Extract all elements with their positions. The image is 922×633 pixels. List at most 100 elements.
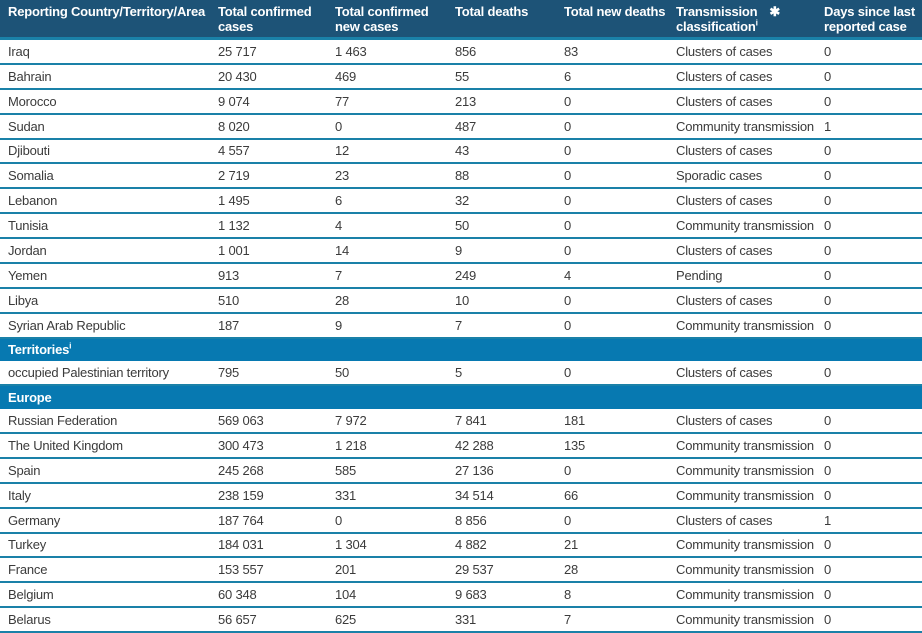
new-deaths-cell: 135 <box>564 437 586 453</box>
new-cases-cell: 50 <box>335 365 350 381</box>
deaths-cell: 9 <box>455 242 463 258</box>
section-label: Territories <box>8 342 70 358</box>
deaths-cell: 7 <box>455 317 463 333</box>
table-row: Russian Federation 569 063 7 972 7 841 1… <box>0 409 922 434</box>
days-since-cell: 0 <box>824 168 832 184</box>
new-deaths-cell: 4 <box>564 267 572 283</box>
country-cell: occupied Palestinian territory <box>8 365 169 381</box>
deaths-cell: 50 <box>455 218 470 234</box>
days-since-cell: 0 <box>824 365 832 381</box>
table-row: Germany 187 764 0 8 856 0 Clusters of ca… <box>0 509 922 534</box>
new-deaths-cell: 8 <box>564 587 572 603</box>
new-deaths-cell: 66 <box>564 487 579 503</box>
country-cell: The United Kingdom <box>8 437 123 453</box>
deaths-cell: 88 <box>455 168 470 184</box>
classification-cell: Community transmission <box>676 317 814 333</box>
new-cases-cell: 6 <box>335 193 343 209</box>
new-cases-cell: 625 <box>335 612 357 628</box>
country-cell: Sudan <box>8 118 45 134</box>
classification-cell: Clusters of cases <box>676 512 773 528</box>
country-cell: Somalia <box>8 168 54 184</box>
new-cases-cell: 0 <box>335 512 343 528</box>
deaths-cell: 4 882 <box>455 537 487 553</box>
total-cases-cell: 795 <box>218 365 240 381</box>
table-row: The United Kingdom 300 473 1 218 42 288 … <box>0 434 922 459</box>
new-deaths-cell: 0 <box>564 512 572 528</box>
new-deaths-cell: 0 <box>564 193 572 209</box>
country-cell: Libya <box>8 292 39 308</box>
table-row: Tunisia 1 132 4 50 0 Community transmiss… <box>0 214 922 239</box>
total-cases-cell: 1 001 <box>218 242 250 258</box>
table-row: Somalia 2 719 23 88 0 Sporadic cases 0 <box>0 164 922 190</box>
total-cases-cell: 8 020 <box>218 118 250 134</box>
table-row: Spain 245 268 585 27 136 0 Community tra… <box>0 459 922 484</box>
col-header-new-deaths: Total new deaths <box>564 4 666 19</box>
new-deaths-cell: 0 <box>564 118 572 134</box>
days-since-cell: 1 <box>824 512 832 528</box>
table-header-row: Reporting Country/Territory/Area Total c… <box>0 0 922 40</box>
days-since-cell: 0 <box>824 317 832 333</box>
table-row: Jordan 1 001 14 9 0 Clusters of cases 0 <box>0 239 922 264</box>
deaths-cell: 8 856 <box>455 512 487 528</box>
new-deaths-cell: 0 <box>564 317 572 333</box>
total-cases-cell: 238 159 <box>218 487 264 503</box>
country-cell: Yemen <box>8 267 47 283</box>
deaths-cell: 213 <box>455 93 477 109</box>
days-since-cell: 0 <box>824 537 832 553</box>
classification-cell: Clusters of cases <box>676 365 773 381</box>
deaths-cell: 5 <box>455 365 463 381</box>
classification-cell: Clusters of cases <box>676 193 773 209</box>
table-row: Belarus 56 657 625 331 7 Community trans… <box>0 608 922 633</box>
country-cell: Djibouti <box>8 143 50 159</box>
col-header-new-cases: Total confirmed new cases <box>335 4 429 34</box>
days-since-cell: 0 <box>824 43 832 59</box>
days-since-cell: 0 <box>824 562 832 578</box>
deaths-cell: 9 683 <box>455 587 487 603</box>
deaths-cell: 331 <box>455 612 477 628</box>
days-since-cell: 0 <box>824 612 832 628</box>
new-cases-cell: 585 <box>335 462 357 478</box>
deaths-cell: 34 514 <box>455 487 494 503</box>
deaths-cell: 27 136 <box>455 462 494 478</box>
classification-cell: Pending <box>676 267 723 283</box>
days-since-cell: 0 <box>824 413 832 429</box>
table-row: Yemen 913 7 249 4 Pending 0 <box>0 264 922 289</box>
country-cell: Tunisia <box>8 218 49 234</box>
country-cell: Italy <box>8 487 31 503</box>
new-cases-cell: 7 <box>335 267 343 283</box>
days-since-cell: 0 <box>824 462 832 478</box>
classification-cell: Clusters of cases <box>676 93 773 109</box>
section-band-row: Territoriesi <box>0 338 922 362</box>
col-header-country: Reporting Country/Territory/Area <box>8 4 206 19</box>
col-header-days-since: Days since last reported case <box>824 4 915 34</box>
col-header-deaths: Total deaths <box>455 4 529 19</box>
table-row: Iraq 25 717 1 463 856 83 Clusters of cas… <box>0 40 922 65</box>
table-row: Djibouti 4 557 12 43 0 Clusters of cases… <box>0 140 922 165</box>
days-since-cell: 0 <box>824 218 832 234</box>
country-cell: Germany <box>8 512 61 528</box>
classification-cell: Clusters of cases <box>676 413 773 429</box>
total-cases-cell: 20 430 <box>218 68 257 84</box>
total-cases-cell: 9 074 <box>218 93 250 109</box>
new-cases-cell: 7 972 <box>335 413 367 429</box>
deaths-cell: 487 <box>455 118 477 134</box>
footnote-marker: i <box>755 17 758 28</box>
table-row: France 153 557 201 29 537 28 Community t… <box>0 558 922 584</box>
total-cases-cell: 187 <box>218 317 240 333</box>
asterisk-icon: ✱ <box>769 4 781 19</box>
days-since-cell: 0 <box>824 68 832 84</box>
deaths-cell: 55 <box>455 68 470 84</box>
classification-cell: Community transmission <box>676 562 814 578</box>
days-since-cell: 0 <box>824 587 832 603</box>
new-cases-cell: 1 304 <box>335 537 367 553</box>
section-band-row: Europe <box>0 386 922 410</box>
country-cell: Bahrain <box>8 68 52 84</box>
new-deaths-cell: 21 <box>564 537 579 553</box>
table-row: Morocco 9 074 77 213 0 Clusters of cases… <box>0 90 922 115</box>
new-deaths-cell: 7 <box>564 612 572 628</box>
deaths-cell: 29 537 <box>455 562 494 578</box>
total-cases-cell: 187 764 <box>218 512 264 528</box>
total-cases-cell: 2 719 <box>218 168 250 184</box>
country-cell: France <box>8 562 48 578</box>
new-deaths-cell: 0 <box>564 168 572 184</box>
